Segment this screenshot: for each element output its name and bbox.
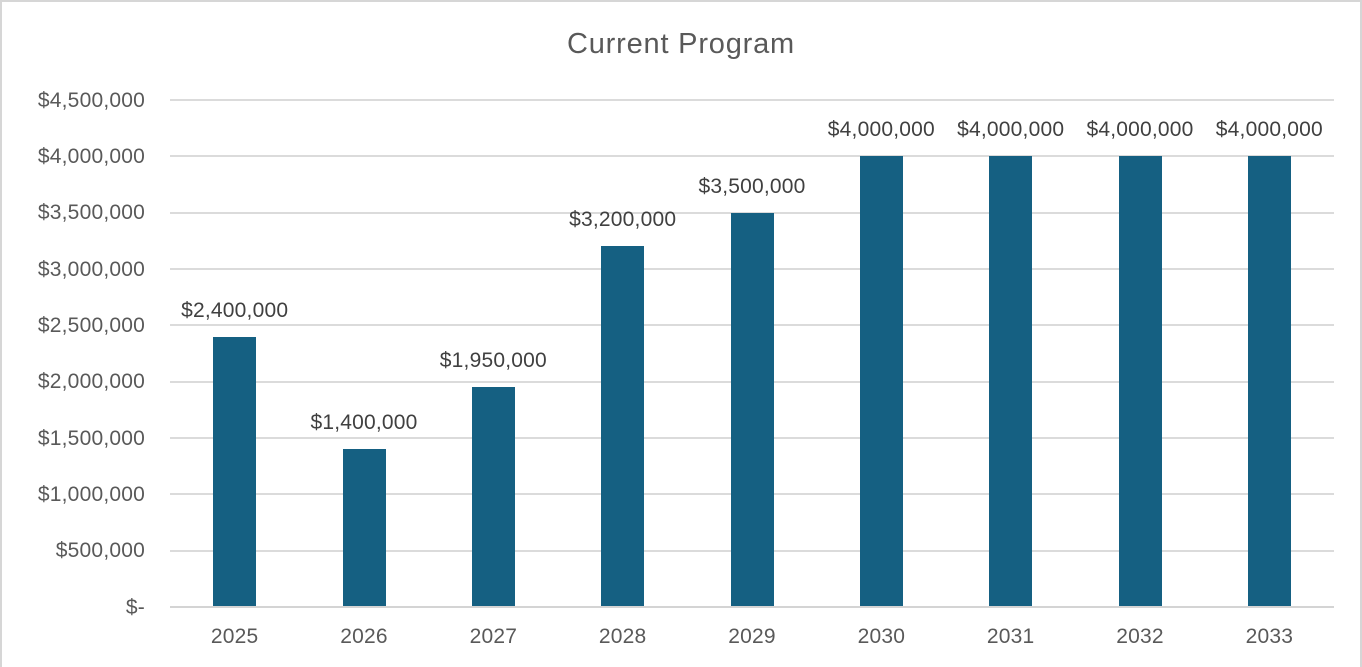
x-tick-label-2031: 2031 xyxy=(986,625,1035,648)
data-label-2025: $2,400,000 xyxy=(181,298,289,322)
data-label-2029: $3,500,000 xyxy=(698,174,806,198)
y-tick-label: $500,000 xyxy=(55,539,145,563)
x-tick-label-2028: 2028 xyxy=(598,625,647,648)
x-axis: 2025 2026 2027 2028 2029 2030 2031 2032 2033 xyxy=(170,624,1334,654)
bar-2025 xyxy=(213,336,257,607)
x-tick-label-2032: 2032 xyxy=(1116,625,1164,648)
plot-area: $2,400,000 $1,400,000 $1,950,000 $3,200,000… xyxy=(170,99,1334,608)
x-tick-label-2027: 2027 xyxy=(469,625,518,648)
y-tick-label: $- xyxy=(125,595,145,619)
data-label-2027: $1,950,000 xyxy=(439,349,547,373)
bar-2026 xyxy=(342,449,386,607)
x-tick-label-2029: 2029 xyxy=(728,625,776,648)
y-tick-label: $1,500,000 xyxy=(37,426,145,450)
data-label-2033: $4,000,000 xyxy=(1215,118,1323,142)
x-tick-label-2025: 2025 xyxy=(210,625,259,648)
x-tick-label-2030: 2030 xyxy=(857,625,906,648)
bar-2027 xyxy=(471,387,515,607)
bar-2031 xyxy=(989,156,1033,607)
x-tick-label-2033: 2033 xyxy=(1245,625,1294,648)
bar-2033 xyxy=(1247,156,1291,607)
bar-2032 xyxy=(1118,156,1162,607)
data-label-2026: $1,400,000 xyxy=(310,411,418,435)
y-tick-label: $4,500,000 xyxy=(37,88,145,112)
y-tick-label: $1,000,000 xyxy=(37,482,145,506)
y-tick-label: $3,500,000 xyxy=(37,201,145,225)
data-label-2028: $3,200,000 xyxy=(569,208,677,232)
data-label-2032: $4,000,000 xyxy=(1086,118,1194,142)
gridline xyxy=(170,99,1334,101)
data-label-2031: $4,000,000 xyxy=(957,118,1065,142)
bar-2028 xyxy=(601,246,645,607)
x-axis-line xyxy=(170,605,1334,608)
y-tick-label: $2,500,000 xyxy=(37,313,145,337)
y-tick-label: $4,000,000 xyxy=(37,144,145,168)
x-tick-label-2026: 2026 xyxy=(340,625,388,648)
y-tick-label: $2,000,000 xyxy=(37,370,145,394)
gridline xyxy=(170,155,1334,158)
chart-title: Current Program xyxy=(567,28,795,60)
y-axis: $4,500,000 $4,000,000 $3,500,000 $3,000,000… xyxy=(2,2,145,667)
y-tick-label: $3,000,000 xyxy=(37,257,145,281)
bar-2029 xyxy=(730,212,774,607)
bar-2030 xyxy=(859,156,903,607)
data-label-2030: $4,000,000 xyxy=(827,118,935,142)
gridline xyxy=(170,211,1334,214)
